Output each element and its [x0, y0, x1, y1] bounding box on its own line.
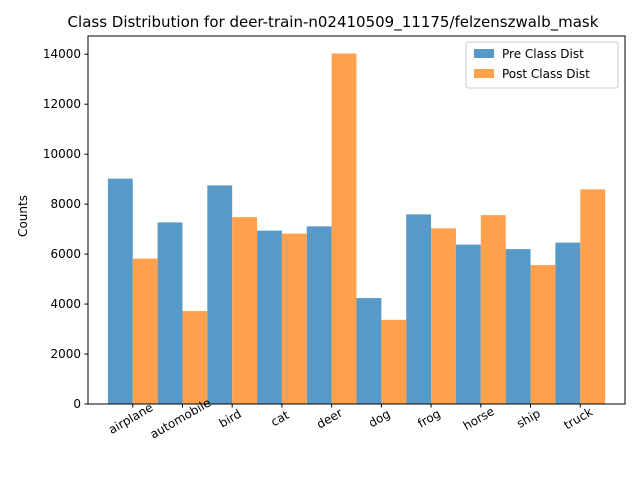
- y-tick-label: 2000: [50, 347, 81, 361]
- bar-post-class-dist-airplane: [132, 258, 158, 404]
- y-tick-label: 0: [73, 397, 81, 411]
- bar-post-class-dist-frog: [431, 228, 456, 404]
- y-tick-label: 4000: [50, 297, 81, 311]
- x-tick-label-deer: deer: [314, 406, 345, 432]
- y-tick-label: 10000: [43, 147, 81, 161]
- bar-pre-class-dist-bird: [207, 185, 233, 404]
- legend-swatch-post-class-dist: [474, 69, 494, 78]
- chart-title: Class Distribution for deer-train-n02410…: [68, 13, 599, 32]
- bar-pre-class-dist-cat: [257, 230, 282, 404]
- x-tick-label-bird: bird: [217, 407, 244, 431]
- bar-post-class-dist-automobile: [182, 311, 208, 404]
- x-tick-label-cat: cat: [268, 408, 291, 430]
- bar-post-class-dist-dog: [381, 319, 407, 404]
- y-tick-label: 14000: [43, 47, 81, 61]
- x-tick-label-truck: truck: [561, 405, 595, 433]
- bar-post-class-dist-ship: [530, 265, 556, 404]
- bar-pre-class-dist-airplane: [107, 178, 133, 404]
- bar-pre-class-dist-frog: [406, 214, 432, 404]
- bar-pre-class-dist-dog: [356, 298, 382, 404]
- legend-label-post-class-dist: Post Class Dist: [502, 67, 590, 81]
- x-tick-label-dog: dog: [366, 407, 393, 430]
- y-tick-label: 6000: [50, 247, 81, 261]
- bar-post-class-dist-deer: [331, 53, 357, 404]
- bar-pre-class-dist-truck: [555, 242, 581, 404]
- y-tick-label: 8000: [50, 197, 81, 211]
- x-tick-label-horse: horse: [461, 404, 497, 433]
- bar-post-class-dist-bird: [232, 217, 258, 404]
- bar-post-class-dist-truck: [580, 189, 606, 404]
- bar-pre-class-dist-horse: [455, 244, 481, 404]
- bars-group: [107, 53, 606, 404]
- bar-post-class-dist-cat: [281, 233, 307, 404]
- x-tick-label-frog: frog: [415, 407, 443, 431]
- bar-pre-class-dist-automobile: [157, 222, 183, 404]
- bar-pre-class-dist-ship: [505, 249, 531, 404]
- bar-post-class-dist-horse: [480, 215, 506, 404]
- x-tick-label-ship: ship: [514, 406, 542, 431]
- y-axis-label: Counts: [16, 195, 30, 237]
- legend: Pre Class Dist Post Class Dist: [465, 41, 619, 89]
- plot-frame: [87, 35, 626, 405]
- legend-swatch-pre-class-dist: [474, 49, 494, 58]
- legend-box: [465, 41, 619, 89]
- bar-pre-class-dist-deer: [306, 226, 332, 404]
- y-tick-label: 12000: [43, 97, 81, 111]
- legend-label-pre-class-dist: Pre Class Dist: [502, 47, 584, 61]
